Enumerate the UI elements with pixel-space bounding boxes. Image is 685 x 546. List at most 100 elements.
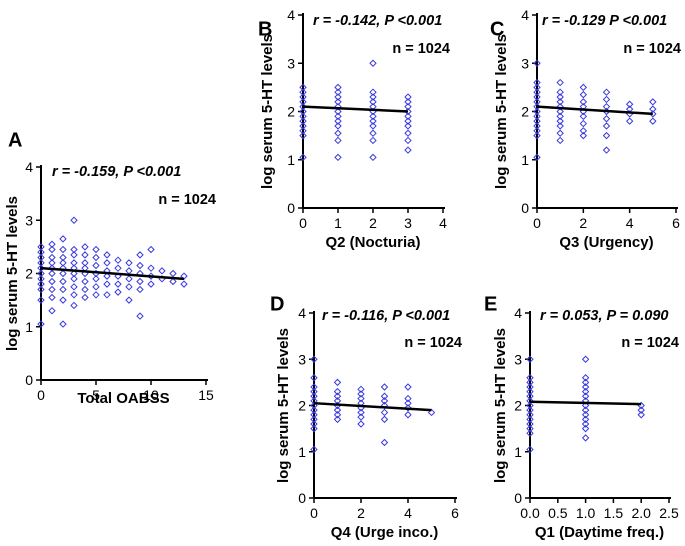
data-point	[310, 374, 318, 382]
data-point	[579, 98, 588, 106]
data-point	[103, 259, 111, 267]
y-tick-label: 4	[521, 7, 529, 23]
data-point	[59, 235, 67, 243]
x-tick-label: 2	[357, 505, 365, 521]
data-point	[48, 269, 56, 278]
data-point	[48, 253, 56, 262]
data-point	[556, 98, 564, 106]
panel-letter: A	[8, 130, 22, 152]
data-point	[357, 420, 365, 428]
x-tick-label: 0	[310, 505, 318, 521]
correlation-stat: r = -0.116, P <0.001	[322, 308, 450, 324]
panel-letter: D	[270, 294, 284, 316]
x-axis-title: Total OABSS	[77, 390, 169, 407]
data-point	[357, 394, 365, 403]
y-tick-label: 1	[514, 444, 522, 460]
data-point	[579, 112, 588, 121]
data-point	[526, 401, 534, 410]
sample-size: n = 1024	[392, 41, 450, 57]
x-tick-label: 10	[143, 387, 159, 403]
data-point	[526, 406, 534, 414]
data-point	[136, 312, 144, 320]
data-point	[526, 387, 534, 396]
data-point	[333, 387, 342, 396]
data-point	[579, 83, 588, 92]
data-point	[556, 107, 564, 116]
data-point	[556, 122, 564, 130]
data-point	[70, 259, 78, 267]
sample-size: n = 1024	[158, 192, 216, 208]
data-point	[48, 293, 56, 302]
x-tick-label: 0.0	[520, 505, 540, 521]
data-point	[299, 117, 307, 125]
data-point	[37, 280, 45, 288]
data-point	[602, 88, 611, 96]
data-point	[310, 420, 318, 428]
data-point	[92, 245, 100, 254]
data-point	[103, 280, 111, 288]
data-point	[333, 411, 342, 419]
data-point	[380, 397, 389, 405]
y-tick-label: 3	[287, 55, 295, 71]
data-point	[334, 88, 342, 96]
data-point	[81, 243, 89, 251]
data-point	[59, 259, 67, 267]
data-point	[581, 424, 590, 433]
data-point	[649, 98, 657, 106]
x-tick-label: 2	[369, 215, 377, 231]
data-point	[602, 146, 611, 154]
panel-letter: B	[258, 19, 272, 41]
data-point	[602, 115, 611, 123]
data-point	[556, 102, 564, 111]
data-point	[404, 93, 412, 101]
data-point	[427, 408, 436, 417]
data-point	[579, 127, 588, 135]
data-point	[59, 253, 67, 262]
data-point	[357, 390, 365, 398]
y-tick-label: 0	[25, 372, 33, 388]
y-tick-label: 0	[514, 490, 522, 506]
y-axis-title: log serum 5-HT levels	[493, 34, 510, 189]
data-point	[299, 93, 307, 101]
sample-size: n = 1024	[621, 335, 679, 351]
data-point	[369, 122, 377, 130]
data-point	[334, 136, 342, 145]
y-tick-label: 1	[25, 319, 33, 335]
y-axis-title: log serum 5-HT levels	[275, 328, 292, 483]
data-point	[404, 394, 412, 403]
data-point	[114, 288, 122, 296]
data-point	[556, 136, 564, 145]
data-point	[526, 424, 534, 433]
data-point	[526, 355, 534, 363]
data-point	[333, 415, 342, 424]
x-tick-label: 6	[672, 215, 680, 231]
panel-b: B 0 1 2 3 4 0 1 2 3 4 r = -0.142, P <0.001 n = 1024 Q…	[258, 7, 450, 251]
data-point	[70, 269, 78, 278]
data-point	[637, 406, 645, 414]
panel-d: D 0 1 2 3 4 0 2 4 6 r = -0.116, P <0.001 n = 1024 Q4…	[270, 294, 462, 541]
data-point	[334, 112, 342, 121]
data-point	[299, 131, 307, 140]
x-tick-label: 0.5	[548, 505, 568, 521]
data-point	[81, 285, 89, 294]
y-tick-label: 4	[25, 159, 33, 175]
data-point	[404, 399, 412, 407]
panel-letter: C	[490, 19, 504, 41]
data-point	[81, 277, 89, 286]
data-point	[404, 117, 412, 125]
data-point	[48, 259, 56, 267]
correlation-stat: r = -0.159, P <0.001	[52, 164, 181, 180]
data-point	[380, 408, 389, 417]
data-point	[70, 251, 78, 259]
data-point	[48, 240, 56, 248]
data-point	[125, 275, 133, 283]
panel-e: E 0 1 2 3 4 0.0 0.5 1.0 1.5 2.0 2.5 r = 0.053, P = 0…	[484, 294, 679, 541]
x-tick-label: 1.5	[604, 505, 624, 521]
data-point	[59, 277, 67, 286]
data-point	[81, 293, 89, 302]
x-tick-label: 0	[533, 215, 541, 231]
data-point	[169, 269, 177, 278]
data-point	[556, 93, 564, 101]
data-point	[299, 127, 307, 135]
data-point	[602, 122, 611, 130]
